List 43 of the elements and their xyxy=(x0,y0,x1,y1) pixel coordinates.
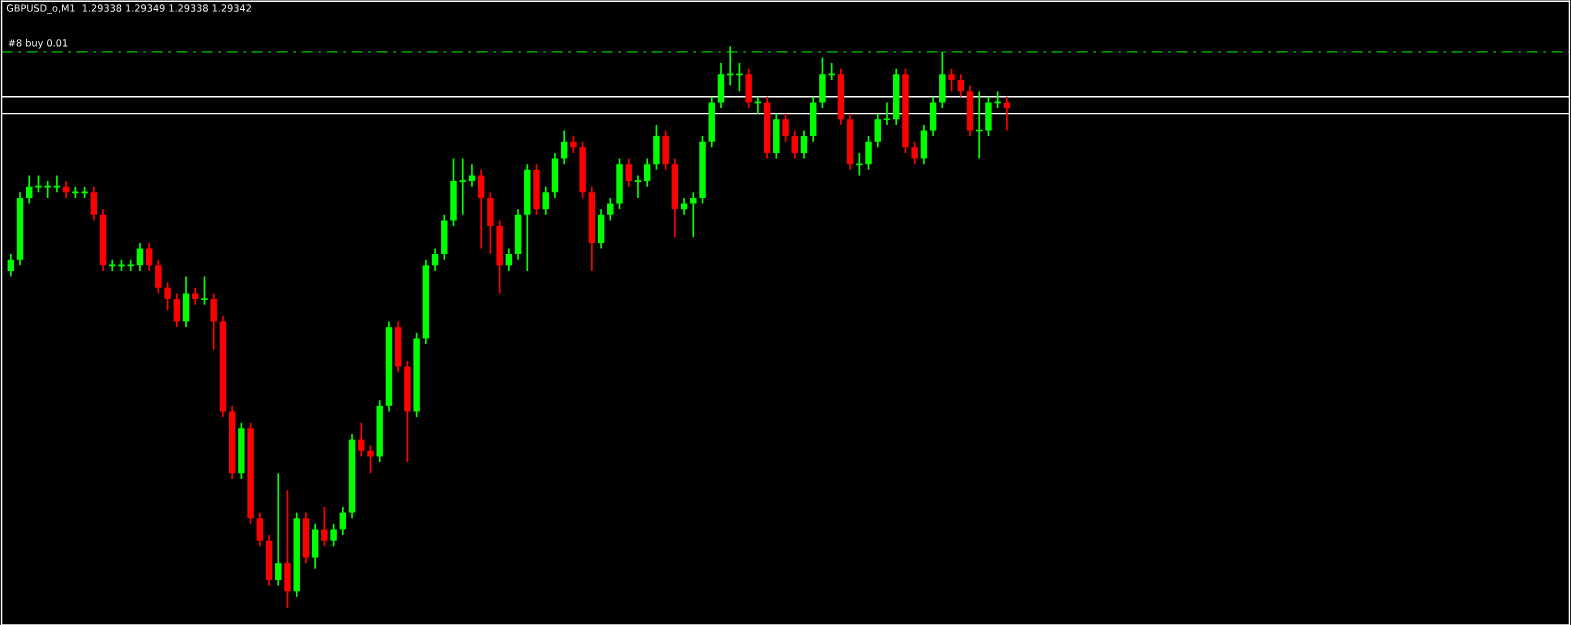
candlestick xyxy=(43,180,52,199)
candlestick xyxy=(948,67,955,92)
candlestick xyxy=(330,523,337,548)
candlestick xyxy=(505,247,513,272)
ref-line-label: #8 buy 0.01 xyxy=(8,39,68,49)
candlestick xyxy=(477,168,485,250)
candlestick xyxy=(690,191,697,239)
candlestick xyxy=(633,174,643,199)
candlestick xyxy=(52,174,61,194)
candlestick xyxy=(791,129,798,160)
candlestick xyxy=(800,129,808,160)
candlestick xyxy=(256,511,264,548)
candlestick xyxy=(367,444,374,475)
candlestick xyxy=(625,157,632,188)
candlestick xyxy=(431,247,439,272)
candlestick xyxy=(726,45,735,87)
candlestick xyxy=(155,258,162,295)
candlestick xyxy=(358,421,365,458)
candlestick xyxy=(560,129,568,166)
candlestick xyxy=(855,152,864,177)
candlestick xyxy=(957,73,964,98)
candlestick xyxy=(911,140,918,166)
candlestick xyxy=(458,157,467,216)
candlestick xyxy=(468,163,476,188)
chart-title: GBPUSD_o,M1 1.29338 1.29349 1.29338 1.29342 xyxy=(6,4,251,14)
candlestick xyxy=(90,185,98,222)
candlestick xyxy=(865,135,872,171)
candlestick xyxy=(735,62,744,92)
candlestick xyxy=(782,112,789,143)
candlestick xyxy=(200,275,209,306)
candlestick xyxy=(26,174,33,205)
candlestick xyxy=(643,157,651,188)
candlestick xyxy=(542,185,549,216)
candlestick xyxy=(7,253,15,278)
candlestick xyxy=(164,281,171,312)
candlestick xyxy=(607,197,614,222)
candlestick xyxy=(321,506,328,548)
candlestick xyxy=(173,292,181,329)
candlestick xyxy=(275,472,282,587)
candlestick xyxy=(874,112,881,149)
candlestick xyxy=(1003,95,1011,132)
candlestick xyxy=(210,292,217,351)
candlestick xyxy=(882,101,892,126)
